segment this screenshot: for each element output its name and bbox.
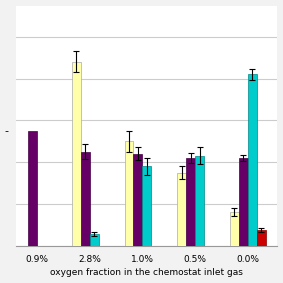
Bar (239, 158, 248, 246)
Bar (72, 62, 81, 246)
Bar (81, 152, 90, 246)
Bar (248, 74, 257, 246)
Bar (125, 141, 134, 246)
Bar (90, 234, 99, 246)
Bar (28, 131, 37, 246)
Bar (134, 154, 142, 246)
Bar (177, 173, 186, 246)
Bar (186, 158, 195, 246)
Text: -: - (4, 126, 8, 136)
Bar (142, 166, 151, 246)
Bar (195, 156, 204, 246)
Bar (257, 230, 265, 246)
Bar (230, 212, 239, 246)
X-axis label: oxygen fraction in the chemostat inlet gas: oxygen fraction in the chemostat inlet g… (50, 269, 243, 277)
